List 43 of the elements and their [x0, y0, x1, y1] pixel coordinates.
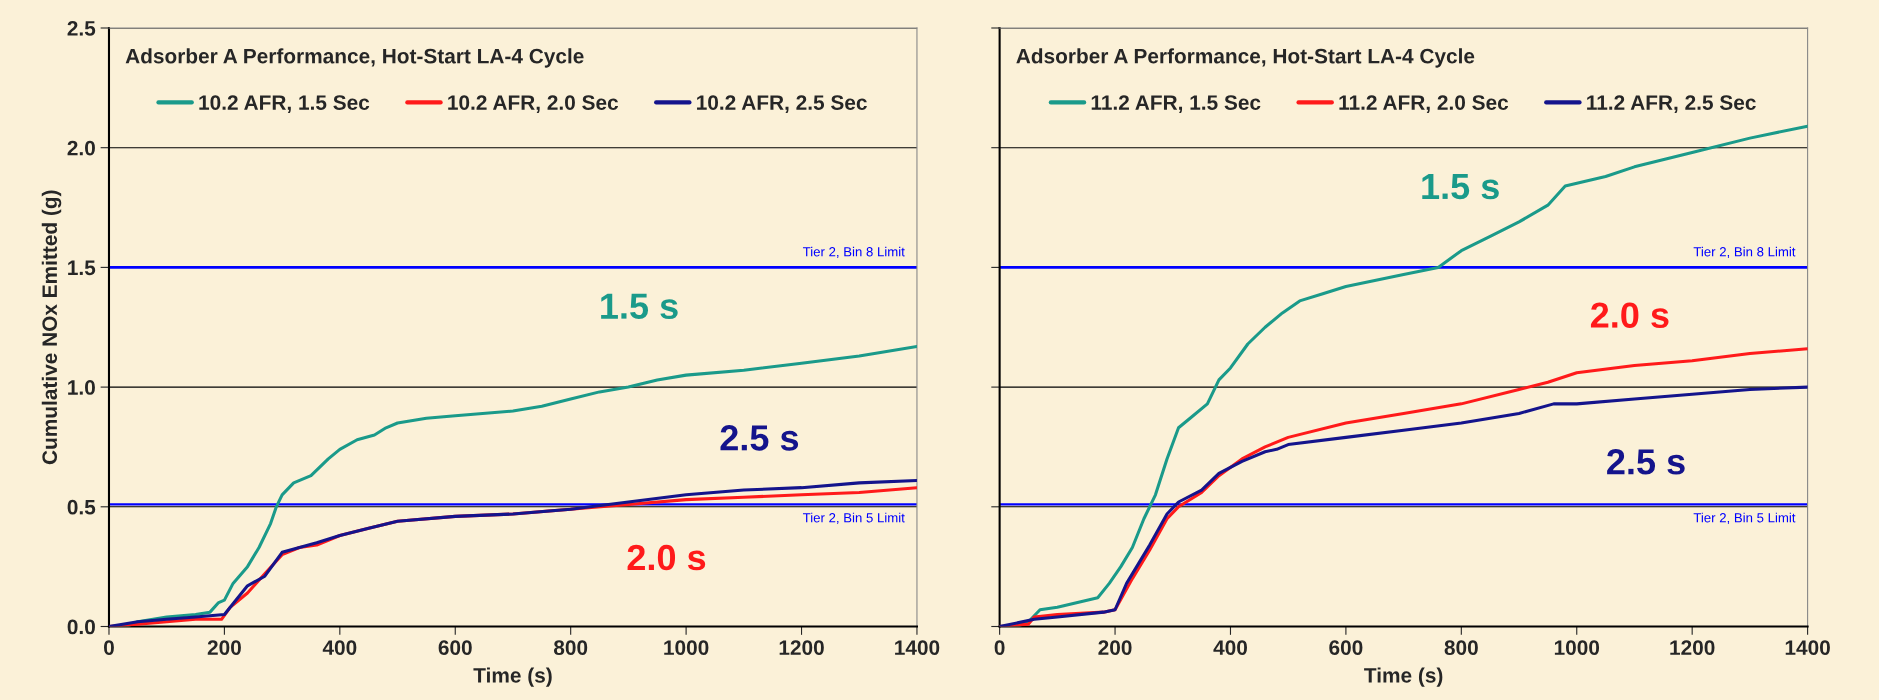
- x-axis-title: Time (s): [473, 667, 552, 687]
- y-tick-label: 0.0: [67, 619, 95, 635]
- x-tick-label: 1200: [1670, 640, 1715, 655]
- x-tick-label: 600: [438, 640, 472, 655]
- legend-label: 10.2 AFR, 1.5 Sec: [199, 95, 370, 113]
- annotation: 1.5 s: [601, 293, 678, 319]
- x-tick-label: 200: [207, 640, 241, 655]
- annotation: 2.5 s: [1607, 449, 1685, 475]
- x-tick-label: 800: [553, 640, 588, 655]
- y-tick-label: 2.0: [67, 140, 95, 156]
- ref-line-label: Tier 2, Bin 8 Limit: [1693, 246, 1796, 259]
- x-tick-label: 400: [1213, 640, 1247, 655]
- legend-label: 11.2 AFR, 2.5 Sec: [1587, 95, 1756, 113]
- y-axis-title: Cumulative NOx Emitted (g): [41, 190, 62, 465]
- x-tick-label: 600: [1329, 640, 1363, 655]
- ref-line-label: Tier 2, Bin 5 Limit: [1693, 512, 1796, 524]
- y-tick-label: 2.5: [67, 21, 96, 36]
- x-tick-label: 0: [104, 640, 114, 655]
- x-tick-label: 400: [322, 640, 357, 655]
- ref-line-label: Tier 2, Bin 5 Limit: [802, 512, 905, 524]
- annotation: 1.5 s: [1422, 174, 1499, 200]
- annotation: 2.0 s: [1590, 302, 1669, 328]
- x-tick-label: 1400: [895, 640, 940, 655]
- x-tick-label: 1000: [664, 640, 709, 655]
- legend-label: 11.2 AFR, 1.5 Sec: [1091, 95, 1261, 113]
- x-axis-title: Time (s): [1364, 667, 1443, 687]
- text: Adsorber A Performance, Hot-Start LA-4 Cycle: [1016, 48, 1475, 68]
- x-tick-label: 1200: [779, 640, 824, 655]
- x-tick-label: 800: [1444, 640, 1478, 655]
- y-tick-label: 1.5: [68, 260, 96, 276]
- legend-label: 11.2 AFR, 2.0 Sec: [1339, 95, 1509, 113]
- ref-line-label: Tier 2, Bin 8 Limit: [802, 246, 905, 259]
- x-tick-label: 0: [994, 640, 1005, 655]
- y-tick-label: 1.0: [68, 380, 95, 395]
- annotation: 2.0 s: [627, 544, 706, 571]
- x-tick-label: 200: [1098, 640, 1132, 655]
- text: Adsorber A Performance, Hot-Start LA-4 Cycle: [125, 48, 584, 68]
- legend-label: 10.2 AFR, 2.0 Sec: [448, 95, 619, 113]
- x-tick-label: 1400: [1785, 640, 1830, 655]
- x-tick-label: 1000: [1554, 640, 1600, 655]
- y-tick-label: 0.5: [67, 499, 96, 515]
- legend-label: 10.2 AFR, 2.5 Sec: [697, 95, 867, 113]
- annotation: 2.5 s: [720, 425, 799, 451]
